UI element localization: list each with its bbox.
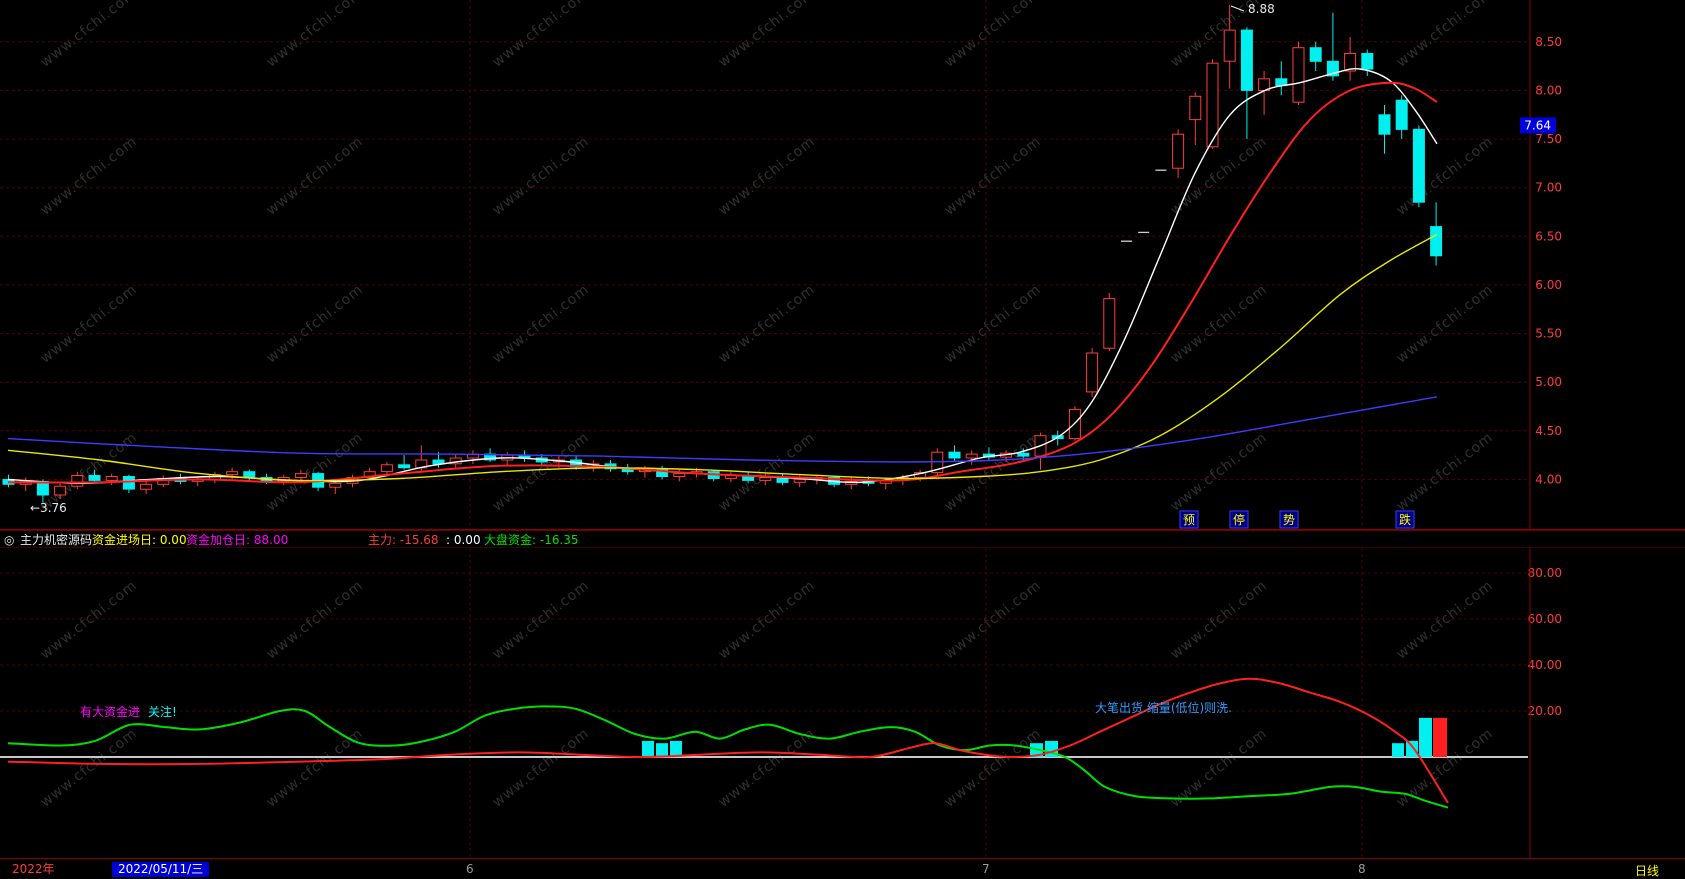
indicator-annotation: 关注! bbox=[148, 704, 177, 719]
ma-red bbox=[7, 81, 1438, 484]
indicator-tick-label: 20.00 bbox=[1528, 704, 1562, 718]
fund-red-line bbox=[7, 677, 1449, 804]
signal-badge bbox=[1229, 510, 1249, 529]
fund-bar bbox=[1419, 717, 1432, 757]
indicator-field: 大盘资金: -16.35 bbox=[484, 533, 579, 547]
price-tick-label: 4.50 bbox=[1535, 424, 1562, 438]
signal-badge bbox=[1395, 510, 1415, 529]
signal-text: 预 bbox=[1183, 513, 1195, 527]
fund-bar bbox=[1406, 740, 1418, 757]
candle-body bbox=[1430, 226, 1443, 257]
status-bar: 日线 2022年 2022/05/11/三 6 7 8 bbox=[0, 858, 1685, 879]
candle-body bbox=[1189, 95, 1202, 121]
signal-text: 跌 bbox=[1399, 512, 1411, 527]
price-tick-label: 4.00 bbox=[1535, 472, 1562, 486]
candle-body bbox=[226, 471, 239, 476]
candle-body bbox=[1172, 133, 1185, 169]
signal-badge bbox=[1279, 510, 1299, 529]
ma-white bbox=[7, 68, 1438, 485]
price-annotation: ←3.76 bbox=[30, 501, 67, 515]
candle-body bbox=[656, 469, 669, 478]
signal-text: 势 bbox=[1283, 513, 1295, 527]
current-price-tag bbox=[1520, 117, 1556, 134]
indicator-field: : 0.00 bbox=[446, 533, 481, 547]
indicator-header-bar: ◎ 主力机密源码 资金进场日: 0.00 资金加仓日: 88.00 主力: -15.… bbox=[0, 530, 1685, 548]
candle-body bbox=[294, 473, 307, 479]
price-tick-label: 8.00 bbox=[1535, 83, 1562, 97]
period-selector[interactable]: 日线 bbox=[1634, 864, 1659, 878]
current-date-box: 2022/05/11/三 bbox=[112, 862, 210, 877]
indicator-tick-label: 40.00 bbox=[1528, 658, 1562, 672]
candle-body bbox=[380, 464, 393, 473]
axis-date-label: 7 bbox=[982, 862, 990, 876]
candle-body bbox=[1223, 29, 1236, 62]
signal-badge bbox=[1179, 510, 1199, 529]
indicator-annotation: 有大资金进 bbox=[80, 704, 140, 719]
fund-bar bbox=[670, 740, 682, 757]
indicator-field: 主力: -15.68 bbox=[368, 533, 439, 547]
price-tick-label: 5.00 bbox=[1535, 375, 1562, 389]
signal-text: 停 bbox=[1233, 512, 1245, 527]
indicator-tick-label: 80.00 bbox=[1528, 566, 1562, 580]
candle-body bbox=[1309, 47, 1322, 62]
candle-body bbox=[1395, 99, 1408, 130]
candle-body bbox=[1086, 352, 1099, 393]
candle-body bbox=[1017, 452, 1030, 457]
fund-green-line bbox=[7, 705, 1449, 809]
fund-bar bbox=[1392, 743, 1404, 757]
candle-body bbox=[1240, 29, 1253, 91]
fund-bar bbox=[1433, 717, 1447, 757]
indicator-collapse-icon[interactable]: ◎ bbox=[4, 533, 15, 547]
candle-body bbox=[54, 485, 67, 496]
candle-body bbox=[140, 483, 153, 490]
candles-layer bbox=[2, 4, 1443, 503]
price-annotation: 8.88 bbox=[1248, 2, 1275, 16]
candle-body bbox=[122, 476, 135, 490]
price-tick-label: 7.50 bbox=[1535, 132, 1562, 146]
indicator-title: 主力机密源码 bbox=[20, 533, 93, 547]
candle-body bbox=[793, 478, 806, 483]
candle-body bbox=[759, 477, 772, 481]
axis-date-label: 2022年 bbox=[12, 862, 55, 876]
ma-blue bbox=[7, 396, 1438, 463]
candle-body bbox=[1326, 60, 1339, 77]
indicator-field: 资金进场日: 0.00 bbox=[92, 533, 187, 547]
current-price-value: 7.64 bbox=[1524, 118, 1551, 132]
candle-body bbox=[1344, 53, 1357, 72]
candlestick-chart[interactable]: 8.50 8.00 7.50 7.00 6.50 6.00 5.50 5.00 4.50 4.00… bbox=[0, 0, 1685, 530]
candle-body bbox=[1206, 62, 1219, 148]
candle-body bbox=[398, 464, 411, 469]
candle-body bbox=[965, 453, 978, 459]
candle-body bbox=[1292, 47, 1305, 103]
candle-body bbox=[243, 471, 256, 479]
ma-yellow bbox=[7, 233, 1438, 482]
fund-bar bbox=[642, 740, 654, 757]
candle-body bbox=[105, 476, 118, 481]
candle-body bbox=[673, 473, 686, 478]
price-tick-label: 5.50 bbox=[1535, 327, 1562, 341]
price-tick-label: 7.00 bbox=[1535, 181, 1562, 195]
candle-body bbox=[1361, 53, 1374, 70]
price-tick-label: 6.00 bbox=[1535, 278, 1562, 292]
fund-indicator-chart[interactable]: 80.00 60.00 40.00 20.00 有大资金进 关注! 大笔出货.缩量(低位)则… bbox=[0, 548, 1685, 858]
candle-body bbox=[1412, 128, 1425, 203]
price-tick-label: 8.50 bbox=[1535, 35, 1562, 49]
candle-body bbox=[1103, 298, 1116, 349]
candle-body bbox=[1068, 408, 1081, 440]
indicator-annotation: 大笔出货.缩量(低位)则洗. bbox=[1095, 700, 1232, 715]
candle-body bbox=[948, 451, 961, 459]
annotation-leader bbox=[1230, 5, 1245, 12]
grid-layer bbox=[0, 0, 1528, 530]
candle-body bbox=[1378, 114, 1391, 135]
price-tick-label: 6.50 bbox=[1535, 229, 1562, 243]
candle-body bbox=[329, 482, 342, 488]
indicator-tick-label: 60.00 bbox=[1528, 612, 1562, 626]
candle-body bbox=[71, 475, 84, 487]
axis-date-label: 8 bbox=[1358, 862, 1366, 876]
indicator-field: 资金加仓日: 88.00 bbox=[186, 533, 289, 547]
axis-date-label: 6 bbox=[466, 862, 474, 876]
fund-bar bbox=[656, 743, 668, 757]
candle-body bbox=[88, 475, 101, 481]
